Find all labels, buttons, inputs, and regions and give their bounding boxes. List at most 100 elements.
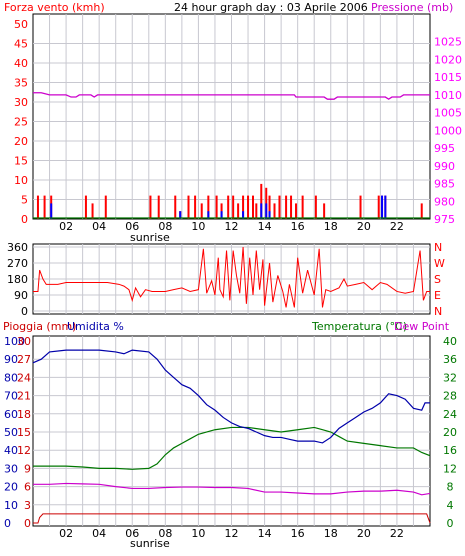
temperature-tick: 28 (443, 390, 457, 403)
sunrise-label-top: sunrise (130, 231, 170, 244)
wind-bar (295, 203, 298, 219)
wind-bar (104, 195, 107, 219)
pressure-tick: 995 (434, 142, 455, 155)
wind-bar (207, 195, 210, 219)
direction-tick: 0 (21, 305, 28, 318)
hour-tick: 04 (92, 527, 106, 540)
temperature-tick: 40 (443, 335, 457, 348)
humidity-tick: 80 (4, 371, 18, 384)
pressure-tick: 990 (434, 160, 455, 173)
hour-tick: 08 (158, 220, 172, 233)
wind-bar (36, 195, 39, 219)
wind-bar (323, 203, 326, 219)
wind-speed-tick: 40 (14, 57, 28, 70)
wind-bar (242, 195, 245, 219)
rain-scale-tick: 30 (17, 335, 31, 348)
wind-bar (278, 195, 281, 219)
wind-bar (301, 195, 304, 219)
rain-scale-tick: 6 (24, 481, 31, 494)
hour-tick: 06 (125, 220, 139, 233)
wind-bar (187, 195, 190, 219)
wind-speed-tick: 0 (21, 213, 28, 226)
pressure-tick: 1025 (434, 36, 462, 49)
wind-pressure-grid (33, 14, 430, 219)
hour-axis-bottom: 02 04 06 08 10 12 14 16 18 20 22 (59, 527, 404, 540)
temperature-axis: 0 4 8 12 16 20 24 28 32 36 40 (443, 335, 457, 530)
wind-bar (237, 203, 240, 219)
temperature-tick: 8 (447, 481, 454, 494)
compass-label: N (434, 305, 442, 318)
gust-bar (268, 211, 271, 219)
wind-bar (215, 195, 218, 219)
wind-bar (91, 203, 94, 219)
wind-bar (227, 195, 230, 219)
gust-bar (381, 195, 384, 219)
humidity-line (32, 349, 430, 444)
wind-bar (149, 195, 152, 219)
gust-bars (50, 195, 387, 219)
rain-line (33, 513, 431, 524)
pressure-tick: 1010 (434, 89, 462, 102)
direction-tick: 360 (7, 241, 28, 254)
humidity-tick: 30 (4, 462, 18, 475)
hour-tick: 06 (125, 527, 139, 540)
wind-speed-axis: 0 5 10 15 20 25 30 35 40 45 50 (14, 18, 28, 226)
wind-speed-tick: 5 (21, 194, 28, 207)
hour-tick: 18 (324, 527, 338, 540)
rain-scale-tick: 9 (24, 462, 31, 475)
pressure-tick: 1020 (434, 53, 462, 66)
compass-label: S (434, 273, 441, 286)
wind-bar (268, 195, 271, 219)
pressure-tick: 985 (434, 178, 455, 191)
hour-tick: 20 (357, 527, 371, 540)
gust-bar (265, 203, 268, 219)
hour-tick: 10 (191, 527, 205, 540)
hour-tick: 14 (258, 220, 272, 233)
wind-speed-tick: 15 (14, 155, 28, 168)
temperature-tick: 36 (443, 353, 457, 366)
direction-degree-axis: 0 90 180 270 360 (7, 241, 28, 318)
gust-bar (384, 195, 387, 219)
humidity-tick: 10 (4, 499, 18, 512)
wind-bar (359, 195, 362, 219)
pressure-axis: 975 980 985 990 995 1000 1005 1010 1015 1020 1025 (434, 36, 462, 226)
wind-bar (314, 195, 317, 219)
temperature-tick: 0 (447, 517, 454, 530)
rain-title: Pioggia (mm) (3, 320, 76, 333)
hour-axis-top: 02 04 06 08 10 12 14 16 18 20 22 (59, 220, 404, 233)
pressure-tick: 1015 (434, 71, 462, 84)
humidity-tick: 70 (4, 390, 18, 403)
wind-bar (377, 195, 380, 219)
humidity-tick: 100 (4, 335, 25, 348)
hour-tick: 08 (158, 527, 172, 540)
hour-tick: 16 (291, 220, 305, 233)
hour-tick: 02 (59, 527, 73, 540)
pressure-line (33, 92, 430, 100)
gust-bar (260, 203, 263, 219)
wind-bar (174, 195, 177, 219)
compass-label: W (434, 257, 445, 270)
wind-bar (84, 195, 87, 219)
rain-scale-tick: 15 (17, 426, 31, 439)
rain-scale-tick: 24 (17, 371, 31, 384)
rain-scale-tick: 3 (24, 499, 31, 512)
humidity-title: Umidita % (67, 320, 124, 333)
temperature-tick: 16 (443, 444, 457, 457)
compass-label: N (434, 241, 442, 254)
wind-speed-tick: 20 (14, 135, 28, 148)
wind-bar (273, 203, 276, 219)
wind-bar (43, 195, 46, 219)
rain-scale-tick: 27 (17, 353, 31, 366)
wind-speed-tick: 30 (14, 96, 28, 109)
humidity-tick: 0 (4, 517, 11, 530)
hour-tick: 22 (390, 527, 404, 540)
rain-scale-tick: 0 (24, 517, 31, 530)
dewpoint-line (33, 482, 431, 496)
humidity-tick: 40 (4, 444, 18, 457)
compass-label: E (434, 289, 441, 302)
temperature-title: Temperatura (°C) (311, 320, 407, 333)
pressure-lines (33, 92, 430, 219)
rain-scale-tick: 21 (17, 390, 31, 403)
sunrise-label-bottom: sunrise (130, 537, 170, 550)
